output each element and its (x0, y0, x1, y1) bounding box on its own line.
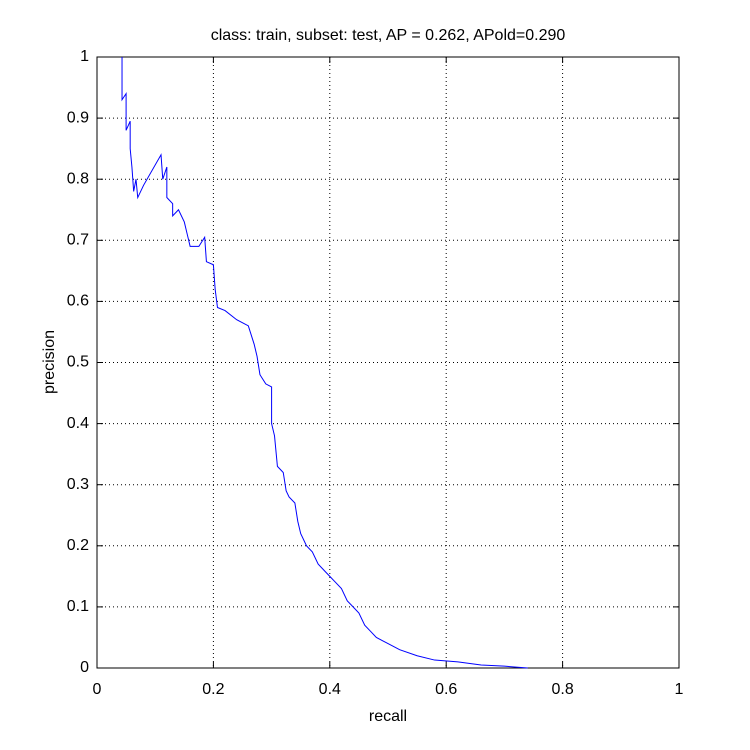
y-tick-label: 0.2 (67, 537, 89, 554)
y-tick-label: 0.6 (67, 293, 89, 310)
y-tick-label: 0.3 (67, 476, 89, 493)
x-tick-label: 0 (93, 681, 102, 698)
y-tick-label: 0.5 (67, 354, 89, 371)
pr-curve (121, 57, 528, 669)
y-tick-label: 0.1 (67, 598, 89, 615)
x-tick-label: 0.4 (319, 681, 341, 698)
chart-title: class: train, subset: test, AP = 0.262, … (211, 27, 566, 44)
x-tick-label: 0.8 (551, 681, 573, 698)
y-tick-label: 1 (80, 48, 89, 65)
y-tick-label: 0.8 (67, 170, 89, 187)
x-tick-label: 1 (675, 681, 684, 698)
plot-frame (96, 56, 680, 669)
y-tick-label: 0.4 (67, 415, 89, 432)
y-tick-label: 0.7 (67, 232, 89, 249)
x-axis-label: recall (369, 708, 407, 725)
x-tick-label: 0.2 (202, 681, 224, 698)
y-axis-label: precision (41, 330, 58, 394)
x-tick-label: 0.6 (435, 681, 457, 698)
y-tick-label: 0 (80, 659, 89, 676)
y-tick-label: 0.9 (67, 109, 89, 126)
